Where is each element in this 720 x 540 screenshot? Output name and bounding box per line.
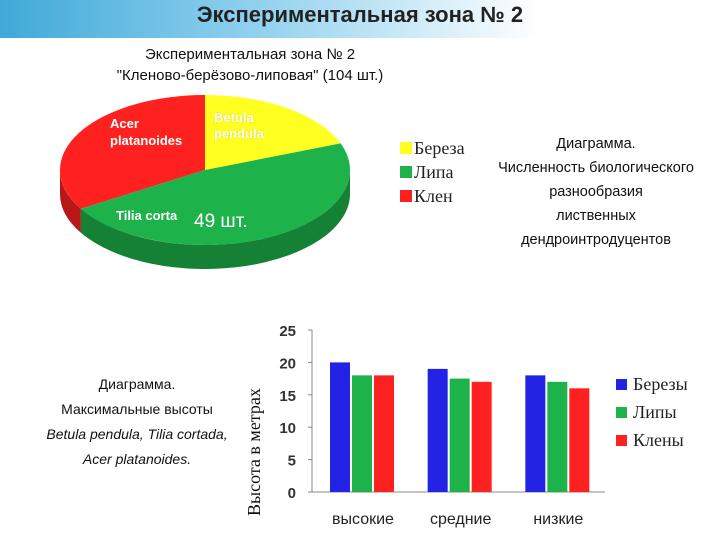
x-tick-label: средние xyxy=(430,511,492,528)
pie-slice-side xyxy=(80,170,350,269)
pie-slice-side xyxy=(60,170,81,233)
bar xyxy=(547,381,568,492)
pie-description: Диаграмма. Численность биологического ра… xyxy=(498,136,694,248)
bar-chart: 0 5 10 15 20 25 высокие средние низкие xyxy=(279,323,605,528)
bar-legend-item-lindens: Липы xyxy=(616,398,688,426)
y-tick-label: 15 xyxy=(279,388,296,405)
legend-swatch xyxy=(616,406,627,418)
bar xyxy=(427,368,448,492)
y-tick-label: 25 xyxy=(279,323,296,340)
legend-swatch xyxy=(400,190,412,202)
y-tick-label: 5 xyxy=(288,453,296,470)
bar xyxy=(352,375,372,492)
bar xyxy=(471,381,492,492)
x-tick-label: высокие xyxy=(332,511,394,528)
pie-legend-item-birch: Береза xyxy=(400,136,465,160)
bar-legend-item-birches: Березы xyxy=(616,370,688,398)
x-tick-label: низкие xyxy=(533,511,583,528)
legend-swatch xyxy=(400,142,412,154)
pie-label-betula: Betula pendula xyxy=(214,110,264,141)
pie-data-label: 49 шт. xyxy=(194,211,248,232)
bar-description: Диаграмма. Максимальные высоты Betula pe… xyxy=(46,376,228,467)
title-band xyxy=(0,0,720,38)
bar xyxy=(569,388,590,492)
pie-chart-title: Экспериментальная зона № 2 "Кленово-берё… xyxy=(60,44,440,86)
pie-label-acer: Acer platanoides xyxy=(110,116,183,148)
pie-title-line2: "Кленово-берёзово-липовая" (104 шт.) xyxy=(116,67,384,84)
y-tick-label: 20 xyxy=(279,355,296,372)
pie-title-line1: Экспериментальная зона № 2 xyxy=(144,46,356,63)
bar xyxy=(449,378,470,492)
bar xyxy=(330,362,350,492)
pie-label-tilia: Tilia corta xyxy=(116,208,178,223)
legend-swatch xyxy=(400,166,412,178)
pie-legend: Береза Липа Клен xyxy=(400,136,465,208)
bar xyxy=(374,375,394,492)
pie-chart xyxy=(60,95,351,269)
pie-slice xyxy=(80,143,351,246)
pie-slice xyxy=(60,95,205,209)
bar xyxy=(525,375,546,492)
y-tick-label: 0 xyxy=(288,485,296,502)
bar-legend-item-maples: Клены xyxy=(616,426,688,454)
legend-swatch xyxy=(616,378,627,390)
legend-swatch xyxy=(616,434,627,446)
pie-legend-item-linden: Липа xyxy=(400,160,465,184)
pie-legend-item-maple: Клен xyxy=(400,184,465,208)
page-title: Экспериментальная зона № 2 xyxy=(196,2,524,27)
bar-legend: Березы Липы Клены xyxy=(616,370,688,454)
pie-slice xyxy=(205,95,341,170)
bar-y-axis-label: Высота в метрах xyxy=(244,388,264,516)
y-tick-label: 10 xyxy=(279,420,296,437)
